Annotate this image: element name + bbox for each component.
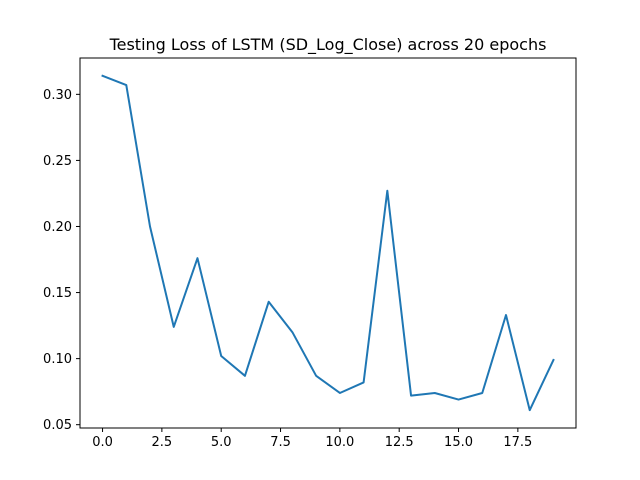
y-tick-label: 0.05 [43, 418, 72, 433]
data-point [173, 326, 175, 328]
x-tick-label: 17.5 [503, 435, 532, 450]
data-point [410, 395, 412, 397]
x-tick-label: 10.0 [325, 435, 354, 450]
chart-title: Testing Loss of LSTM (SD_Log_Close) acro… [109, 35, 547, 55]
y-tick-label: 0.30 [43, 88, 72, 103]
plot-frame [79, 57, 577, 429]
y-axis-ticks: 0.05 0.10 0.15 0.20 0.25 0.30 [43, 88, 80, 433]
data-point [315, 375, 317, 377]
data-point [505, 314, 507, 316]
data-point [149, 225, 151, 227]
data-point [363, 381, 365, 383]
x-tick-label: 2.5 [152, 435, 173, 450]
data-point [291, 331, 293, 333]
data-point [339, 392, 341, 394]
x-tick-label: 7.5 [270, 435, 291, 450]
data-point [434, 392, 436, 394]
data-point [268, 301, 270, 303]
x-axis-ticks: 0.0 2.5 5.0 7.5 10.0 12.5 15.0 17.5 [92, 428, 532, 450]
data-point [244, 375, 246, 377]
x-tick-label: 15.0 [444, 435, 473, 450]
x-tick-label: 12.5 [385, 435, 414, 450]
x-tick-label: 5.0 [211, 435, 232, 450]
y-tick-label: 0.20 [43, 220, 72, 235]
data-point [552, 359, 554, 361]
series-layer [101, 74, 555, 412]
x-tick-label: 0.0 [92, 435, 113, 450]
data-point [102, 75, 104, 77]
y-tick-label: 0.10 [43, 352, 72, 367]
y-tick-label: 0.25 [43, 154, 72, 169]
data-point [220, 355, 222, 357]
data-point [458, 399, 460, 401]
data-point [529, 409, 531, 411]
y-tick-label: 0.15 [43, 286, 72, 301]
data-point [196, 257, 198, 259]
series-line [101, 74, 555, 412]
plot-area-background [80, 58, 576, 428]
data-point [481, 392, 483, 394]
data-point [125, 84, 127, 86]
data-point [386, 190, 388, 192]
